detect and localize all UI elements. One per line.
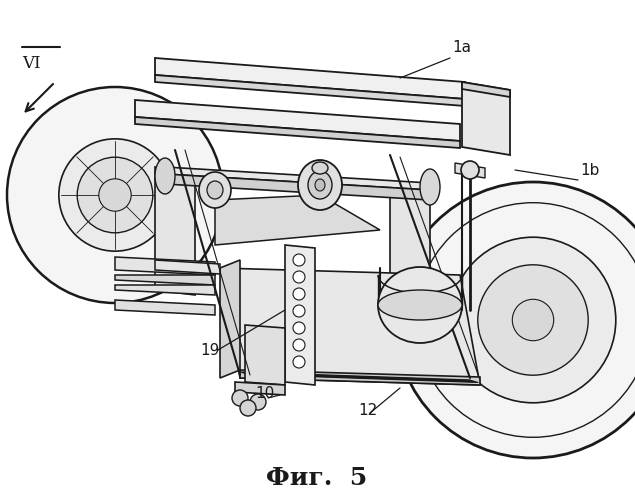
Ellipse shape [199, 172, 231, 208]
Ellipse shape [312, 162, 328, 174]
Ellipse shape [250, 394, 266, 410]
Polygon shape [155, 58, 465, 99]
Ellipse shape [315, 179, 325, 191]
Ellipse shape [420, 169, 440, 205]
Ellipse shape [59, 139, 171, 251]
Polygon shape [240, 370, 480, 385]
Ellipse shape [293, 254, 305, 266]
Ellipse shape [240, 400, 256, 416]
Polygon shape [285, 245, 315, 385]
Text: 10: 10 [255, 386, 274, 401]
Ellipse shape [478, 265, 588, 375]
Polygon shape [115, 257, 215, 275]
Text: 12: 12 [358, 403, 377, 418]
Ellipse shape [293, 271, 305, 283]
Polygon shape [220, 268, 480, 385]
Ellipse shape [308, 171, 332, 199]
Ellipse shape [232, 390, 248, 406]
Ellipse shape [512, 300, 554, 341]
Ellipse shape [99, 179, 131, 211]
Text: Фиг.  5: Фиг. 5 [266, 466, 368, 490]
Ellipse shape [450, 237, 616, 403]
Polygon shape [165, 167, 430, 190]
Ellipse shape [378, 267, 462, 343]
Text: 1b: 1b [580, 163, 599, 178]
Text: 19: 19 [200, 343, 219, 358]
Ellipse shape [395, 182, 635, 458]
Polygon shape [245, 325, 285, 385]
Ellipse shape [293, 288, 305, 300]
Polygon shape [115, 275, 215, 285]
Ellipse shape [461, 161, 479, 179]
Polygon shape [390, 183, 430, 310]
Ellipse shape [7, 87, 223, 303]
Polygon shape [135, 100, 460, 141]
Ellipse shape [293, 356, 305, 368]
Ellipse shape [207, 181, 223, 199]
Ellipse shape [378, 290, 462, 320]
Polygon shape [155, 75, 465, 106]
Polygon shape [215, 195, 380, 245]
Polygon shape [462, 82, 510, 155]
Ellipse shape [293, 322, 305, 334]
Text: VI: VI [22, 55, 41, 72]
Text: 1a: 1a [452, 40, 471, 55]
Polygon shape [155, 167, 195, 295]
Polygon shape [115, 300, 215, 315]
Polygon shape [135, 117, 460, 148]
Ellipse shape [77, 157, 153, 233]
Polygon shape [220, 260, 240, 378]
Ellipse shape [155, 158, 175, 194]
Polygon shape [165, 174, 430, 200]
Ellipse shape [293, 305, 305, 317]
Polygon shape [235, 382, 285, 395]
Ellipse shape [298, 160, 342, 210]
Polygon shape [455, 163, 485, 178]
Polygon shape [155, 260, 220, 274]
Ellipse shape [293, 339, 305, 351]
Polygon shape [462, 82, 510, 97]
Polygon shape [115, 285, 215, 295]
